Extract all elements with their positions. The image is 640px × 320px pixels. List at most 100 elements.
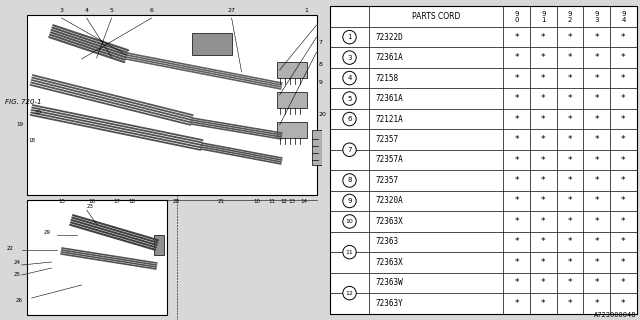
Text: 8: 8 xyxy=(319,62,323,68)
Text: 9
0: 9 0 xyxy=(515,11,519,23)
Text: 72121A: 72121A xyxy=(376,115,404,124)
Text: 1: 1 xyxy=(348,34,352,40)
Text: 9
1: 9 1 xyxy=(541,11,545,23)
Text: *: * xyxy=(515,176,519,185)
Text: *: * xyxy=(595,135,599,144)
Text: 11: 11 xyxy=(346,250,353,255)
Text: *: * xyxy=(595,278,599,287)
Text: *: * xyxy=(568,94,572,103)
Text: 72363: 72363 xyxy=(376,237,399,246)
Text: *: * xyxy=(541,237,545,246)
Circle shape xyxy=(343,51,356,64)
Text: *: * xyxy=(595,74,599,83)
Text: 72357A: 72357A xyxy=(376,156,404,164)
Text: 23: 23 xyxy=(86,204,93,210)
Text: 72320A: 72320A xyxy=(376,196,404,205)
Text: 18: 18 xyxy=(28,138,35,142)
Circle shape xyxy=(343,71,356,85)
Text: 6: 6 xyxy=(150,8,154,13)
Text: 3: 3 xyxy=(348,55,352,60)
Text: 16: 16 xyxy=(88,199,95,204)
Text: *: * xyxy=(541,258,545,267)
Text: *: * xyxy=(568,196,572,205)
Text: 15: 15 xyxy=(58,199,65,204)
Bar xyxy=(276,62,307,78)
Bar xyxy=(27,15,317,195)
Text: 4: 4 xyxy=(84,8,88,13)
Text: 10: 10 xyxy=(346,219,353,224)
Text: 9
3: 9 3 xyxy=(595,11,599,23)
Text: *: * xyxy=(595,94,599,103)
Text: 72363X: 72363X xyxy=(376,217,404,226)
Text: *: * xyxy=(621,299,626,308)
Text: 18: 18 xyxy=(128,199,135,204)
Text: *: * xyxy=(541,156,545,164)
Text: *: * xyxy=(515,299,519,308)
Text: 72322D: 72322D xyxy=(376,33,404,42)
Text: 19: 19 xyxy=(17,123,24,127)
Text: PARTS CORD: PARTS CORD xyxy=(412,12,461,21)
Text: *: * xyxy=(595,156,599,164)
Text: *: * xyxy=(568,176,572,185)
Text: *: * xyxy=(515,53,519,62)
Text: 72158: 72158 xyxy=(376,74,399,83)
Text: 1: 1 xyxy=(305,8,308,13)
Text: *: * xyxy=(568,33,572,42)
Text: 12: 12 xyxy=(280,199,287,204)
Circle shape xyxy=(343,286,356,300)
Circle shape xyxy=(343,215,356,228)
Text: *: * xyxy=(595,196,599,205)
Text: 17: 17 xyxy=(113,199,120,204)
Bar xyxy=(191,33,232,55)
Text: *: * xyxy=(568,217,572,226)
Text: *: * xyxy=(621,156,626,164)
Circle shape xyxy=(343,143,356,156)
Text: 20: 20 xyxy=(35,110,42,116)
Text: *: * xyxy=(568,299,572,308)
Text: 12: 12 xyxy=(346,291,353,296)
Text: *: * xyxy=(621,278,626,287)
Text: *: * xyxy=(621,74,626,83)
Text: 29: 29 xyxy=(44,229,51,235)
Text: 7: 7 xyxy=(319,41,323,45)
Text: 21: 21 xyxy=(218,199,225,204)
Text: 26: 26 xyxy=(15,298,22,302)
Circle shape xyxy=(343,174,356,187)
Text: *: * xyxy=(515,74,519,83)
Bar xyxy=(154,235,164,255)
Text: 72363W: 72363W xyxy=(376,278,404,287)
Text: 11: 11 xyxy=(268,199,275,204)
Text: *: * xyxy=(621,115,626,124)
Text: *: * xyxy=(621,33,626,42)
Text: *: * xyxy=(621,217,626,226)
Text: 6: 6 xyxy=(348,116,352,122)
Text: *: * xyxy=(541,135,545,144)
Text: *: * xyxy=(621,53,626,62)
Text: *: * xyxy=(568,53,572,62)
Text: *: * xyxy=(595,299,599,308)
Text: *: * xyxy=(621,135,626,144)
Text: *: * xyxy=(595,176,599,185)
Text: 9
2: 9 2 xyxy=(568,11,572,23)
Text: 13: 13 xyxy=(288,199,295,204)
Text: 72363Y: 72363Y xyxy=(376,299,404,308)
Text: *: * xyxy=(515,156,519,164)
Text: FIG. 720-1: FIG. 720-1 xyxy=(4,99,41,105)
Text: 5: 5 xyxy=(109,8,113,13)
Circle shape xyxy=(343,194,356,208)
Text: 3: 3 xyxy=(60,8,63,13)
Text: *: * xyxy=(568,278,572,287)
Text: *: * xyxy=(621,237,626,246)
Text: *: * xyxy=(568,237,572,246)
Text: *: * xyxy=(568,258,572,267)
Text: *: * xyxy=(515,196,519,205)
Text: *: * xyxy=(515,33,519,42)
Text: *: * xyxy=(515,217,519,226)
Text: *: * xyxy=(568,135,572,144)
Text: 9: 9 xyxy=(319,81,323,85)
Text: *: * xyxy=(515,237,519,246)
Text: 4: 4 xyxy=(348,75,352,81)
Text: *: * xyxy=(515,258,519,267)
Text: *: * xyxy=(515,94,519,103)
Text: *: * xyxy=(568,156,572,164)
